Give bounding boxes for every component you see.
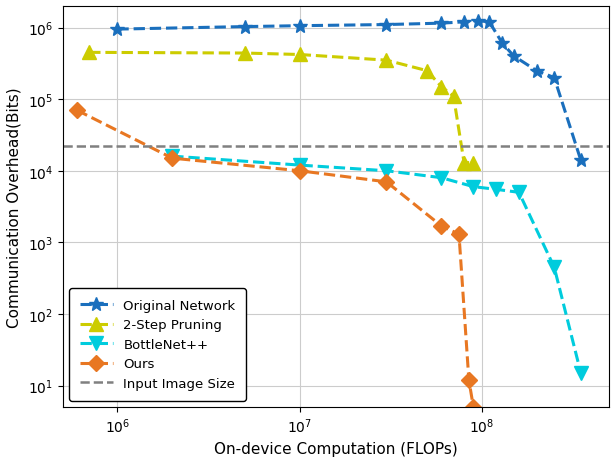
Original Network xyxy=(551,75,558,81)
2-Step Pruning xyxy=(86,50,93,56)
BottleNet++ xyxy=(437,175,445,181)
Original Network xyxy=(474,19,481,24)
2-Step Pruning xyxy=(241,51,248,56)
Original Network xyxy=(485,20,493,25)
BottleNet++ xyxy=(169,154,176,160)
2-Step Pruning xyxy=(460,161,468,166)
Line: Original Network: Original Network xyxy=(110,15,588,168)
X-axis label: On-device Computation (FLOPs): On-device Computation (FLOPs) xyxy=(214,441,458,456)
Ours xyxy=(169,156,176,162)
BottleNet++ xyxy=(577,370,585,376)
Original Network xyxy=(296,24,303,30)
2-Step Pruning xyxy=(470,161,477,166)
BottleNet++ xyxy=(515,190,522,196)
Original Network xyxy=(437,21,445,27)
Ours xyxy=(383,180,390,185)
Ours xyxy=(296,169,303,174)
Ours xyxy=(465,377,472,383)
2-Step Pruning xyxy=(450,94,457,100)
Original Network xyxy=(460,20,468,25)
2-Step Pruning xyxy=(437,85,445,90)
Original Network xyxy=(510,54,517,60)
Original Network xyxy=(114,27,121,33)
BottleNet++ xyxy=(296,163,303,169)
Ours xyxy=(437,224,445,229)
Original Network xyxy=(533,69,540,74)
Y-axis label: Communication Overhead(Bits): Communication Overhead(Bits) xyxy=(7,87,22,327)
Line: BottleNet++: BottleNet++ xyxy=(165,150,588,380)
BottleNet++ xyxy=(470,184,477,190)
Line: Ours: Ours xyxy=(71,106,479,413)
BottleNet++ xyxy=(551,265,558,270)
Legend: Original Network, 2-Step Pruning, BottleNet++, Ours, Input Image Size: Original Network, 2-Step Pruning, Bottle… xyxy=(69,288,246,400)
Ours xyxy=(470,405,477,410)
Original Network xyxy=(499,42,506,47)
Original Network xyxy=(577,158,585,164)
Line: 2-Step Pruning: 2-Step Pruning xyxy=(83,46,480,170)
BottleNet++ xyxy=(492,187,500,193)
Ours xyxy=(455,232,463,238)
BottleNet++ xyxy=(383,169,390,174)
2-Step Pruning xyxy=(383,58,390,64)
Ours xyxy=(73,108,81,114)
Original Network xyxy=(241,25,248,30)
2-Step Pruning xyxy=(423,69,431,74)
Original Network xyxy=(383,23,390,28)
2-Step Pruning xyxy=(296,53,303,58)
